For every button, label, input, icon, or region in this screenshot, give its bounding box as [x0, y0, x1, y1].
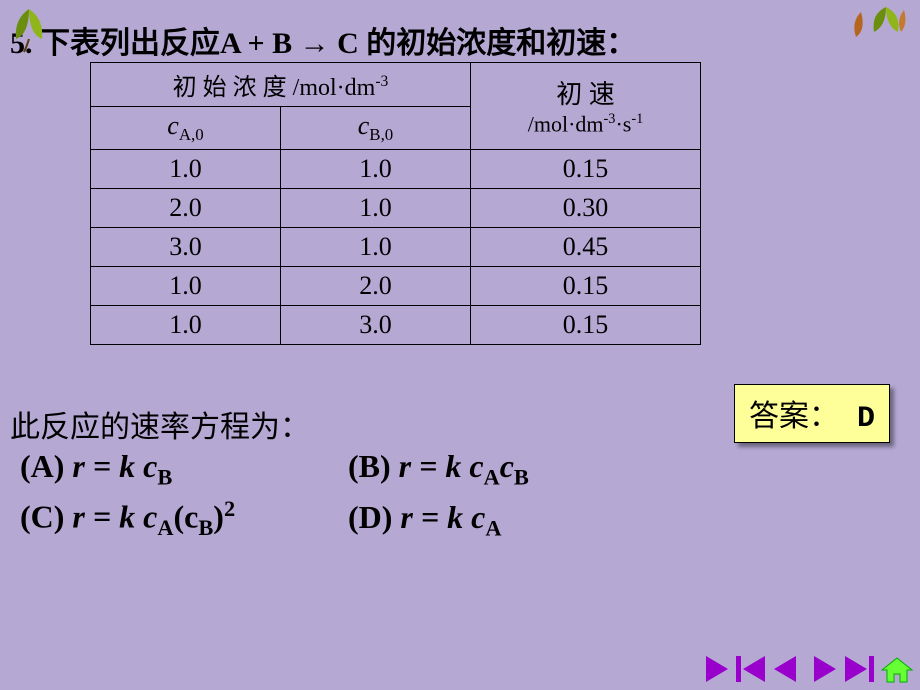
table-row: 1.03.00.15: [91, 306, 701, 345]
answer-value: D: [839, 402, 875, 436]
options-block: (A) r = k cB (B) r = k cAcB (C) r = k cA…: [20, 448, 529, 544]
question-body: 下表列出反应A + B → C 的初始浓度和初速：: [40, 27, 636, 60]
header-rate: 初 速 /mol·dm-3·s-1: [471, 63, 701, 150]
answer-label: 答案：: [749, 400, 839, 433]
nav-next-icon[interactable]: [700, 656, 730, 682]
leaf-icon-left: [4, 4, 54, 54]
nav-first-icon[interactable]: [736, 656, 766, 682]
header-concentration: 初 始 浓 度 /mol·dm-3: [91, 63, 471, 107]
leaf-icon-right: [846, 2, 916, 47]
header-col-b: cB,0: [281, 107, 471, 150]
nav-fwd-icon[interactable]: [808, 656, 838, 682]
option-b: (B) r = k cAcB: [348, 448, 529, 490]
table-row: 3.01.00.45: [91, 228, 701, 267]
option-a: (A) r = k cB: [20, 448, 340, 490]
prompt-text: 此反应的速率方程为：: [10, 402, 310, 446]
data-table: 初 始 浓 度 /mol·dm-3 初 速 /mol·dm-3·s-1 cA,0…: [90, 62, 701, 345]
nav-home-icon[interactable]: [880, 656, 910, 682]
header-col-a: cA,0: [91, 107, 281, 150]
option-c: (C) r = k cA(cB)2: [20, 496, 340, 541]
question-text: 5. 下表列出反应A + B → C 的初始浓度和初速：: [10, 18, 636, 62]
nav-bar: [700, 656, 910, 682]
nav-last-icon[interactable]: [844, 656, 874, 682]
answer-box: 答案： D: [734, 384, 890, 443]
nav-prev-icon[interactable]: [772, 656, 802, 682]
table-row: 1.01.00.15: [91, 150, 701, 189]
option-d: (D) r = k cA: [348, 499, 501, 541]
table-row: 1.02.00.15: [91, 267, 701, 306]
table-row: 2.01.00.30: [91, 189, 701, 228]
